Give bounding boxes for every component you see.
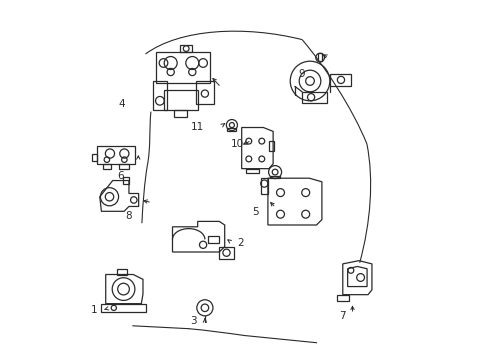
Text: 8: 8 <box>125 211 132 221</box>
Text: 9: 9 <box>298 69 305 79</box>
Text: 7: 7 <box>339 311 346 321</box>
Text: 2: 2 <box>237 238 244 248</box>
Text: 3: 3 <box>190 316 196 326</box>
Text: 1: 1 <box>90 305 97 315</box>
Text: 10: 10 <box>230 139 244 149</box>
Text: 6: 6 <box>117 171 123 181</box>
Text: 5: 5 <box>251 207 258 217</box>
Text: 11: 11 <box>191 122 204 132</box>
Text: 4: 4 <box>119 99 125 109</box>
